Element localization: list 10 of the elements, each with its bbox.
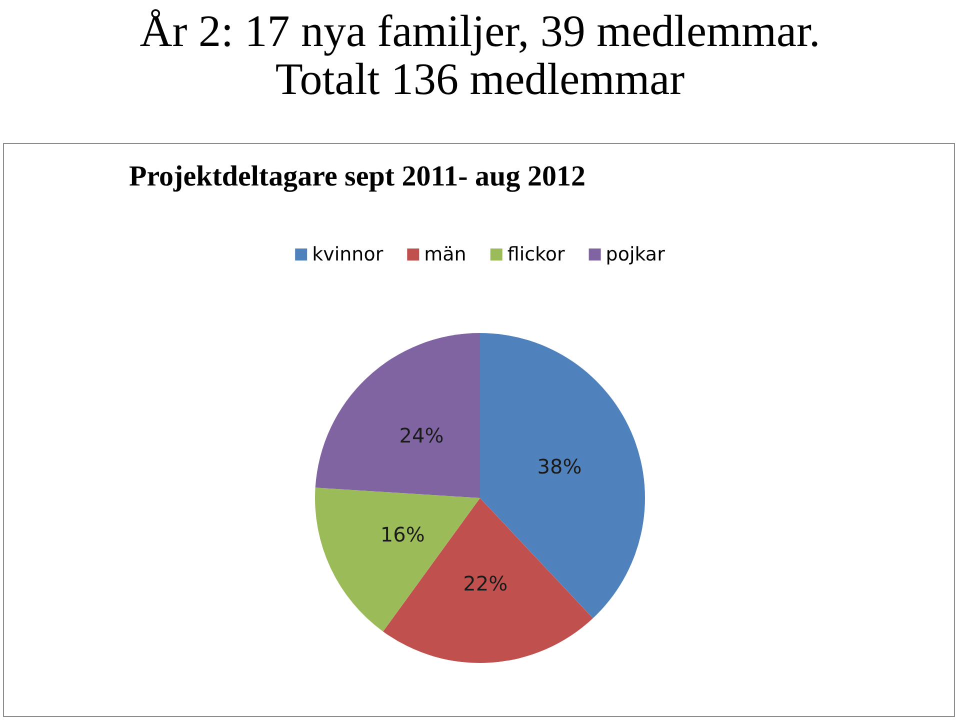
chart-title: År 2: 17 nya familjer, 39 medlemmar. Totalt 136 medlemmar bbox=[140, 6, 820, 104]
legend-label: flickor bbox=[507, 244, 565, 266]
data-label: 38% bbox=[537, 454, 582, 479]
legend-label: män bbox=[424, 244, 466, 266]
data-label: 22% bbox=[463, 571, 508, 596]
chart-subtitle: Projektdeltagare sept 2011- aug 2012 bbox=[129, 160, 586, 192]
data-label: 16% bbox=[380, 522, 425, 546]
data-label: 24% bbox=[399, 424, 444, 448]
legend-label: kvinnor bbox=[312, 244, 384, 266]
legend-label: pojkar bbox=[606, 244, 666, 266]
